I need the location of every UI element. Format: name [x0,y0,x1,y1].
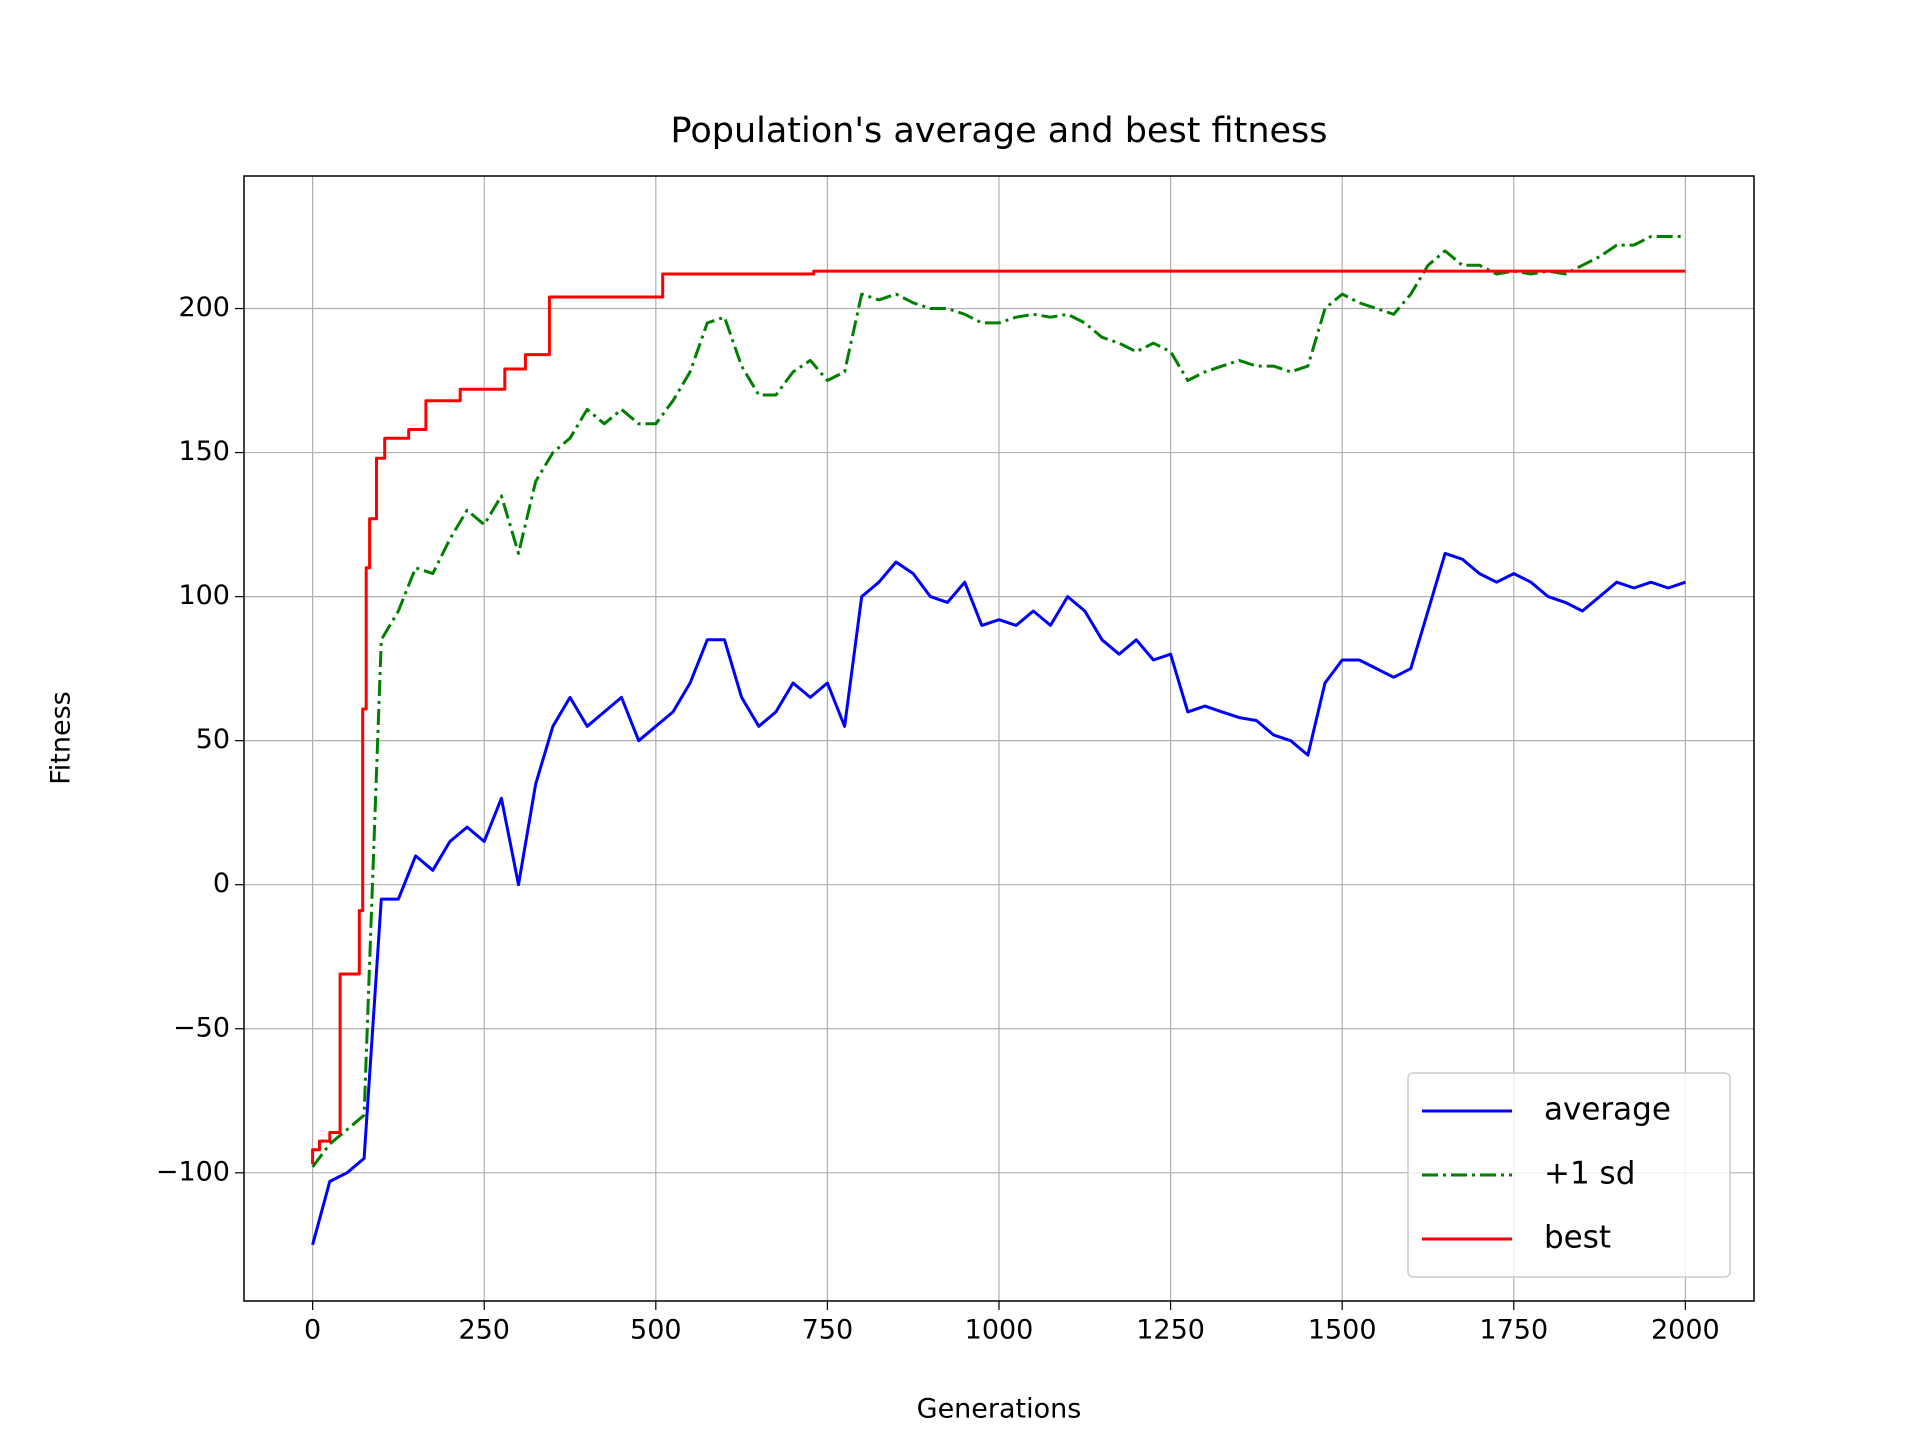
series-line [311,235,1686,1168]
plot-frame [243,175,1755,1302]
x-tick-label: 1250 [1136,1315,1205,1346]
y-tick-label: 150 [178,436,230,467]
chart-title: Population's average and best fitness [670,111,1327,151]
series-line [311,551,1686,1246]
y-tick-label: 50 [196,724,230,755]
x-tick-label: 500 [630,1315,682,1346]
y-tick-label: −100 [156,1156,230,1187]
x-tick-label: 750 [802,1315,854,1346]
legend-box [1407,1072,1731,1278]
y-tick-label: −50 [173,1012,230,1043]
x-tick-label: 0 [304,1315,321,1346]
x-tick-label: 1750 [1479,1315,1548,1346]
y-tick-label: 200 [178,292,230,323]
x-tick-label: 1500 [1308,1315,1377,1346]
x-tick-label: 250 [458,1315,510,1346]
y-tick-label: 100 [178,580,230,611]
legend-label: average [1544,1092,1671,1128]
y-tick-label: 0 [213,868,230,899]
x-tick-label: 2000 [1651,1315,1720,1346]
legend-label: +1 sd [1544,1156,1635,1192]
series-line [311,269,1686,1165]
x-tick-label: 1000 [965,1315,1034,1346]
legend-label: best [1544,1220,1611,1256]
y-axis-label: Fitness [46,691,77,785]
x-axis-label: Generations [917,1394,1082,1425]
